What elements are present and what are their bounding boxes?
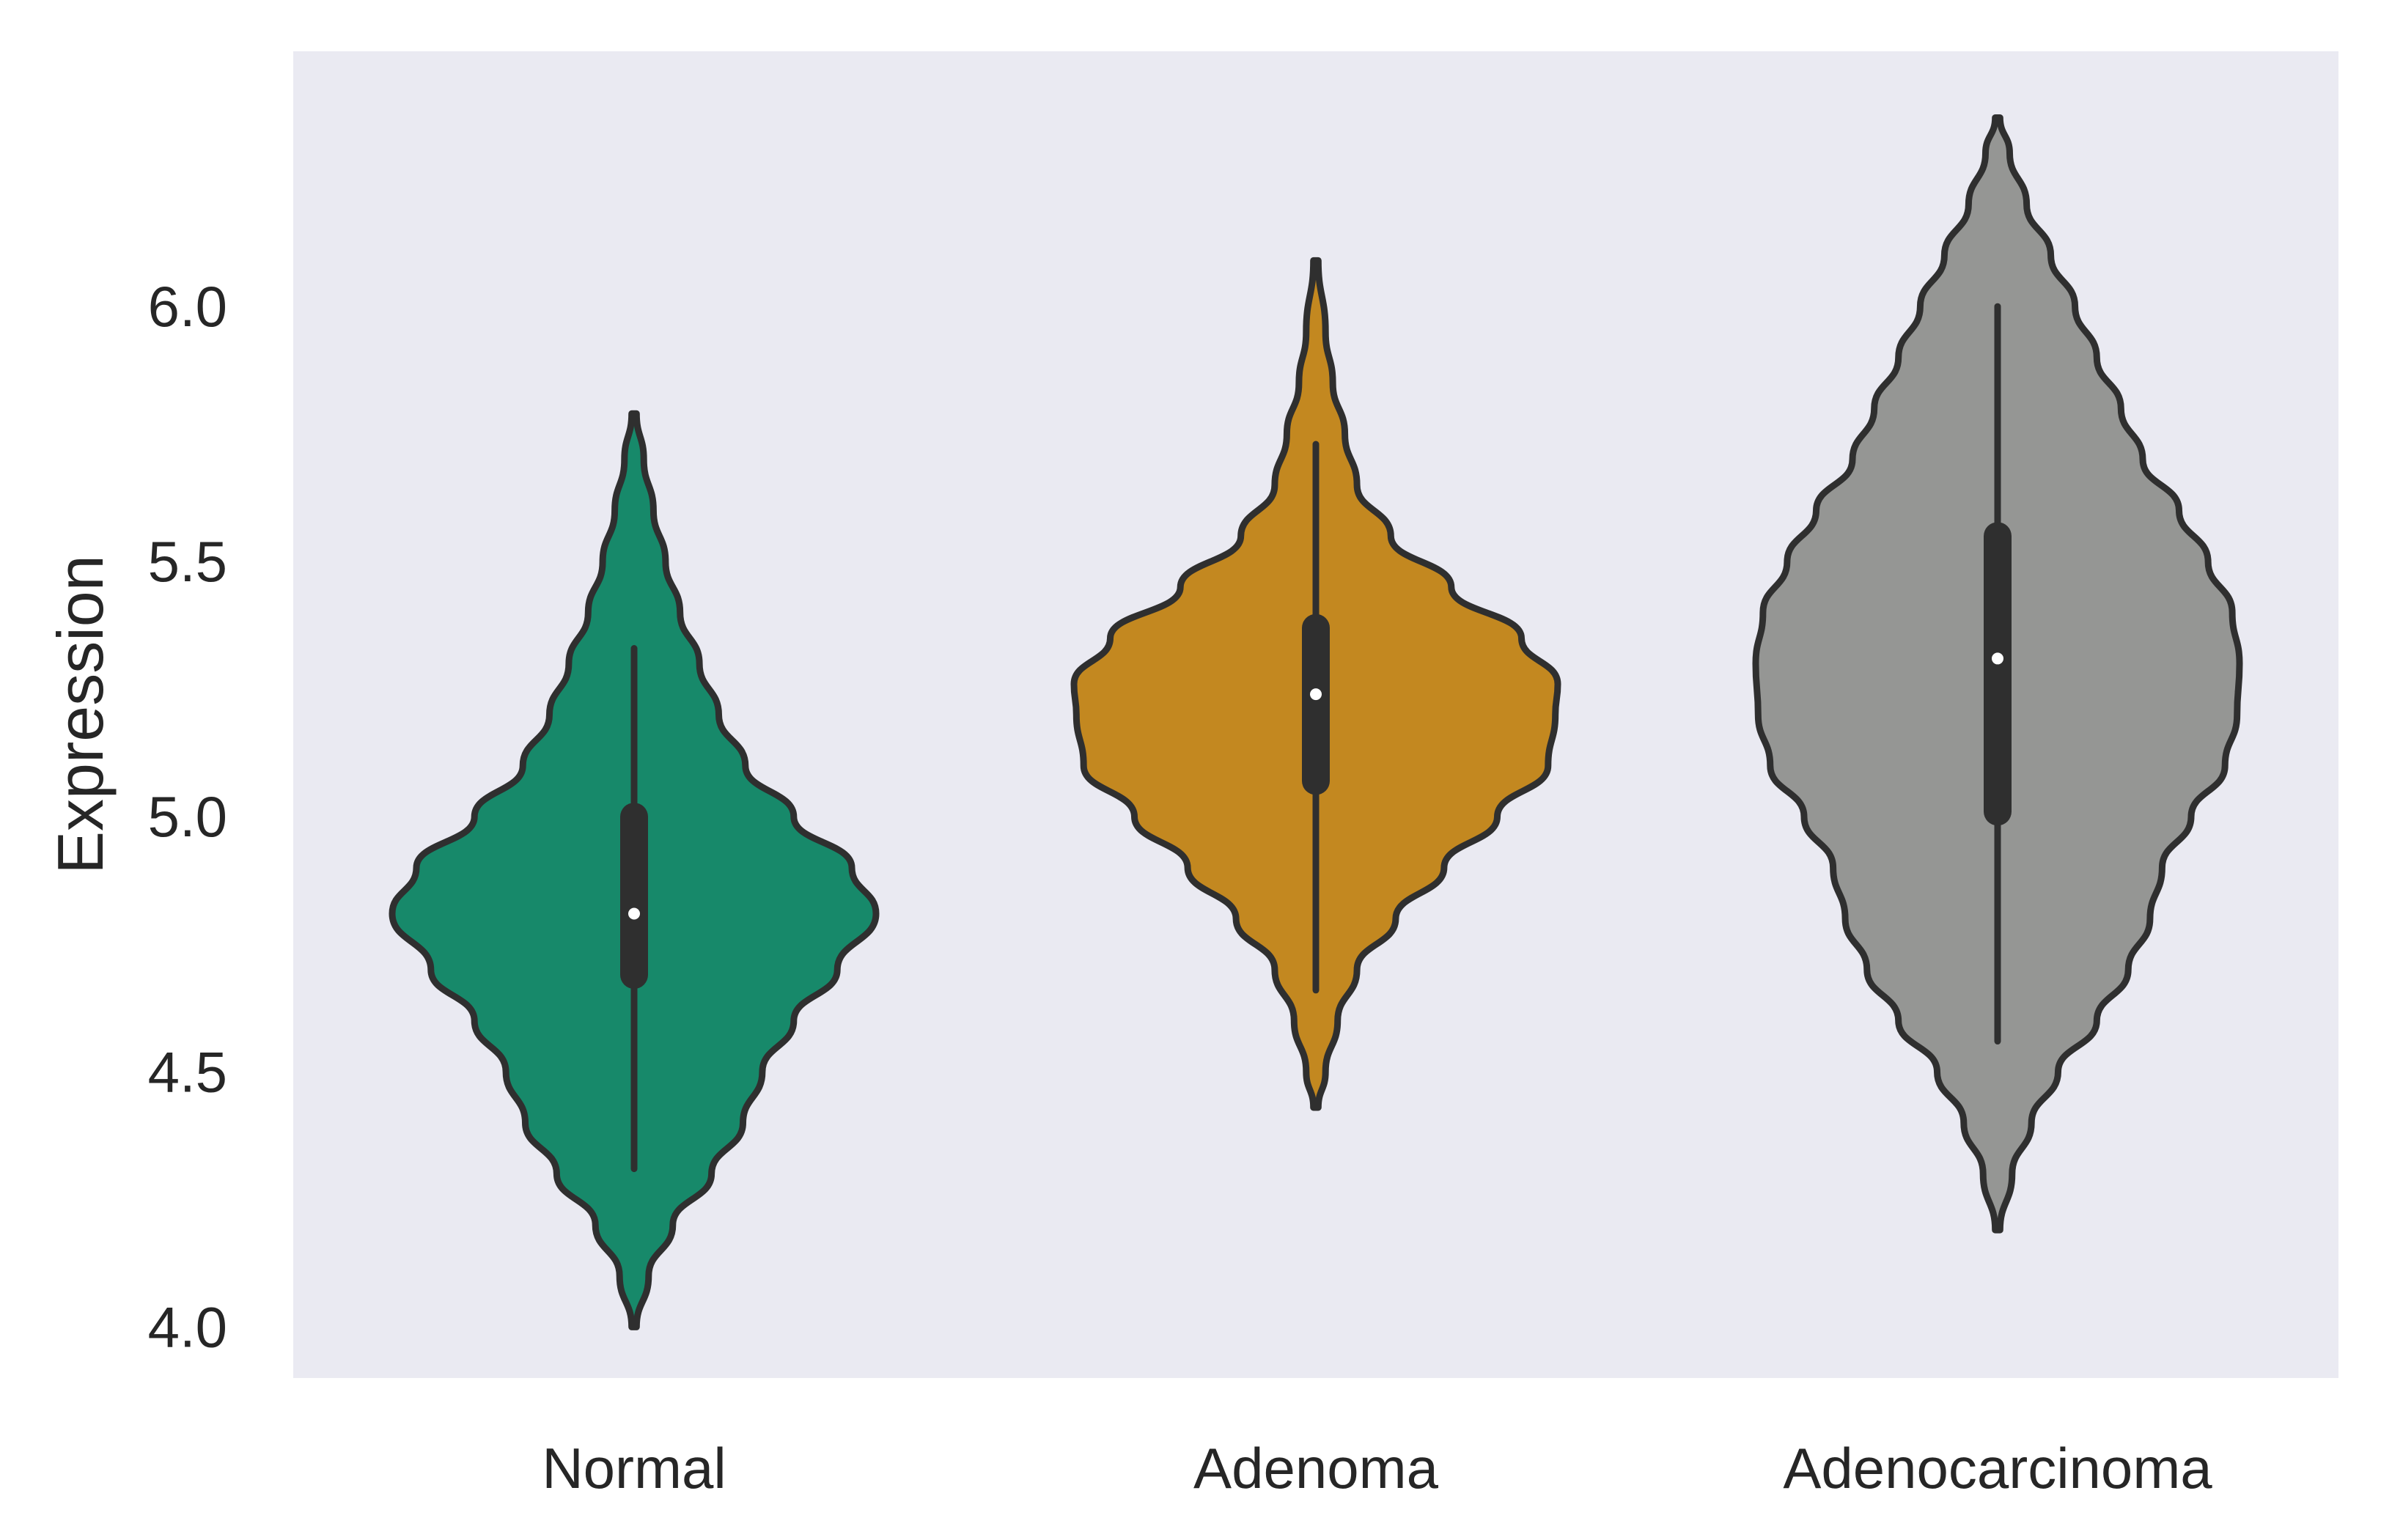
y-tick-label: 4.5	[148, 1039, 227, 1104]
violin-median-dot	[628, 907, 640, 920]
violin-median-dot	[1310, 688, 1322, 701]
y-axis-label: Expression	[44, 555, 117, 874]
y-axis-ticks: 4.0 4.5 5.0 5.5 6.0	[148, 274, 227, 1359]
y-tick-label: 4.0	[148, 1294, 227, 1359]
y-tick-label: 5.0	[148, 784, 227, 849]
x-tick-label: Adenocarcinoma	[1783, 1436, 2212, 1500]
x-axis-ticks: Normal Adenoma Adenocarcinoma	[542, 1436, 2212, 1500]
y-tick-label: 6.0	[148, 274, 227, 339]
x-tick-label: Normal	[542, 1436, 726, 1500]
violin-group	[389, 114, 2243, 1330]
y-tick-label: 5.5	[148, 529, 227, 594]
x-tick-label: Adenoma	[1193, 1436, 1439, 1500]
violin-median-dot	[1992, 652, 2003, 665]
